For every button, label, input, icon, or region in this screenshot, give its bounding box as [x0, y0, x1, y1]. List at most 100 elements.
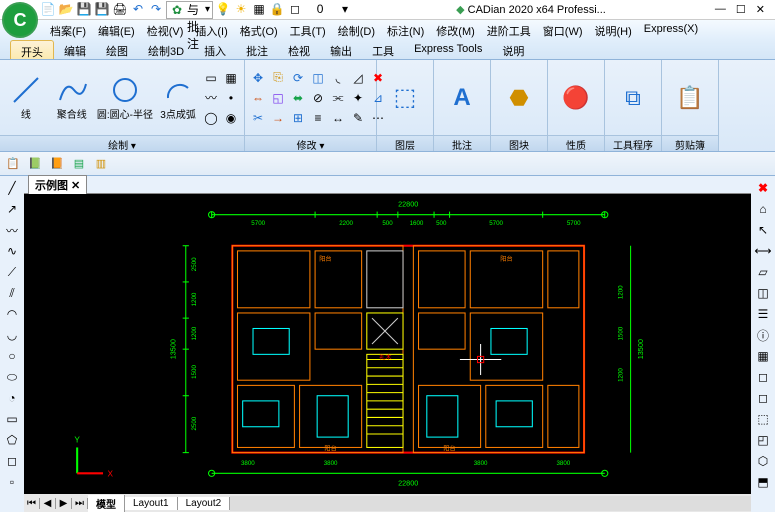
rect-icon[interactable]: ▭	[202, 69, 220, 87]
cb5-icon[interactable]: ▥	[92, 155, 110, 173]
rt-home-icon[interactable]: ⌂	[755, 201, 771, 217]
cb2-icon[interactable]: 📗	[26, 155, 44, 173]
lt-mline-icon[interactable]: ⫽	[4, 285, 20, 301]
ellipse-icon[interactable]: ◯	[202, 109, 220, 127]
lt-poly-icon[interactable]: ⬠	[4, 432, 20, 448]
tab-7[interactable]: 输出	[320, 40, 362, 59]
tab-first-icon[interactable]: ⏮	[24, 498, 40, 509]
lt-xline-icon[interactable]: ⟋	[4, 264, 20, 280]
layout-tab-model[interactable]: 模型	[88, 495, 125, 512]
app-logo[interactable]: C	[2, 2, 38, 38]
tab-8[interactable]: 工具	[362, 40, 404, 59]
donut-icon[interactable]: ◉	[222, 109, 240, 127]
menu-档案(F)[interactable]: 档案(F)	[44, 20, 92, 40]
saveas-icon[interactable]: 💾	[94, 1, 110, 17]
maximize-icon[interactable]: ☐	[736, 3, 746, 16]
menu-标注(N)[interactable]: 标注(N)	[381, 20, 430, 40]
spline-icon[interactable]: 〰	[202, 89, 220, 107]
lengthen-icon[interactable]: ↔	[329, 109, 347, 127]
menu-插入(I)[interactable]: 插入(I)	[189, 20, 233, 40]
tab-next-icon[interactable]: ▶	[56, 498, 72, 509]
rt-sel-icon[interactable]: ⬚	[755, 411, 771, 427]
rt-cursor-icon[interactable]: ↖	[755, 222, 771, 238]
layout-tab-1[interactable]: Layout1	[125, 497, 178, 510]
join-icon[interactable]: ⫘	[329, 89, 347, 107]
circle-button[interactable]: 圆:圆心-半径	[96, 74, 154, 121]
lt-point-icon[interactable]: ▫	[4, 474, 20, 490]
cb3-icon[interactable]: 📙	[48, 155, 66, 173]
break-icon[interactable]: ⊘	[309, 89, 327, 107]
menu-修改(M)[interactable]: 修改(M)	[430, 20, 481, 40]
close-icon[interactable]: ✕	[756, 3, 765, 16]
qat-dropdown-icon[interactable]: ▾	[337, 1, 353, 17]
h-scrollbar[interactable]	[230, 496, 751, 511]
hatch-icon[interactable]: ▦	[222, 69, 240, 87]
lt-rect-icon[interactable]: ▭	[4, 411, 20, 427]
layer-icon[interactable]: ◻	[287, 1, 303, 17]
mirror-icon[interactable]: ⇔	[249, 89, 267, 107]
tab-1[interactable]: 编辑	[54, 40, 96, 59]
tab-10[interactable]: 说明	[492, 40, 534, 59]
align-icon[interactable]: ≡	[309, 109, 327, 127]
polyline-button[interactable]: 聚合线	[50, 74, 94, 121]
lt-spline-icon[interactable]: ∿	[4, 243, 20, 259]
modify-panel-title[interactable]: 修改 ▾	[245, 135, 376, 151]
tab-9[interactable]: Express Tools	[404, 40, 492, 59]
workspace-combo[interactable]: ✿绘图与批注▾	[166, 1, 213, 19]
lt-earc-icon[interactable]: ◔	[4, 390, 20, 406]
open-icon[interactable]: 📂	[58, 1, 74, 17]
tab-3[interactable]: 绘制3D	[138, 40, 194, 59]
layout-tab-2[interactable]: Layout2	[178, 497, 231, 510]
cb4-icon[interactable]: ▤	[70, 155, 88, 173]
clipboard-big-button[interactable]: 📋	[666, 82, 714, 114]
scale-icon[interactable]: ◱	[269, 89, 287, 107]
rt-area-icon[interactable]: ▱	[755, 264, 771, 280]
menu-检视(V)[interactable]: 检视(V)	[141, 20, 190, 40]
rt-id-icon[interactable]: ⓘ	[755, 327, 771, 343]
menu-编辑(E)[interactable]: 编辑(E)	[92, 20, 141, 40]
menu-绘制(D)[interactable]: 绘制(D)	[332, 20, 381, 40]
fillet-icon[interactable]: ◟	[329, 69, 347, 87]
props-big-button[interactable]: 🔴	[552, 82, 600, 114]
lt-line-icon[interactable]: ╱	[4, 180, 20, 196]
rt-meas-icon[interactable]: ◻	[755, 390, 771, 406]
doc-tab-1[interactable]: 示例图 ✕	[28, 175, 87, 195]
tab-4[interactable]: 插入	[194, 40, 236, 59]
rt-win-icon[interactable]: ◰	[755, 432, 771, 448]
line-button[interactable]: 线	[4, 74, 48, 121]
menu-Express(X)[interactable]: Express(X)	[638, 20, 704, 40]
cb1-icon[interactable]: 📋	[4, 155, 22, 173]
explode-icon[interactable]: ✦	[349, 89, 367, 107]
block-big-button[interactable]: ⬣	[495, 82, 543, 114]
drawing-canvas[interactable]: 2280057002200500160050057005700135002500…	[24, 194, 751, 494]
rt-vol-icon[interactable]: ◫	[755, 285, 771, 301]
draw-panel-title[interactable]: 绘制 ▾	[0, 135, 244, 151]
print-icon[interactable]: 🖨	[112, 1, 128, 17]
sun-icon[interactable]: ☀	[233, 1, 249, 17]
tab-0[interactable]: 开头	[10, 40, 54, 59]
rt-iso-icon[interactable]: ⬡	[755, 453, 771, 469]
lock-icon[interactable]: 🔒	[269, 1, 285, 17]
move-icon[interactable]: ✥	[249, 69, 267, 87]
edit-icon[interactable]: ✎	[349, 109, 367, 127]
menu-窗口(W)[interactable]: 窗口(W)	[537, 20, 589, 40]
rt-list-icon[interactable]: ☰	[755, 306, 771, 322]
menu-说明(H)[interactable]: 说明(H)	[589, 20, 638, 40]
point-icon[interactable]: •	[222, 89, 240, 107]
grid-icon[interactable]: ▦	[251, 1, 267, 17]
rt-close-icon[interactable]: ✖	[755, 180, 771, 196]
array-icon[interactable]: ⊞	[289, 109, 307, 127]
layer-big-button[interactable]: ⬚	[381, 82, 429, 114]
tab-last-icon[interactable]: ⏭	[72, 498, 88, 509]
trim-icon[interactable]: ✂	[249, 109, 267, 127]
new-icon[interactable]: 📄	[40, 1, 56, 17]
arc-button[interactable]: 3点成弧	[156, 74, 200, 121]
rt-div-icon[interactable]: ◻	[755, 369, 771, 385]
copy-icon[interactable]: ⎘	[269, 69, 287, 87]
tab-6[interactable]: 检视	[278, 40, 320, 59]
menu-进阶工具[interactable]: 进阶工具	[481, 20, 537, 40]
lt-arc-icon[interactable]: ◠	[4, 306, 20, 322]
tab-2[interactable]: 绘图	[96, 40, 138, 59]
lt-circle-icon[interactable]: ○	[4, 348, 20, 364]
lt-ellipse-icon[interactable]: ⬭	[4, 369, 20, 385]
